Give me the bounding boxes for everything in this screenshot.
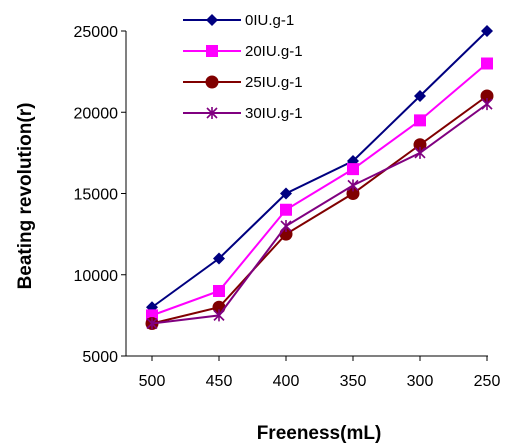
series-line — [151, 103, 488, 325]
x-tick-label: 400 — [273, 373, 300, 390]
legend-label: 20IU.g-1 — [245, 43, 303, 60]
data-point — [280, 187, 292, 200]
legend: 0IU.g-1 20IU.g-1 25IU.g-1 30IU.g-1 — [183, 12, 303, 122]
y-axis-title: Beating revolution(r) — [15, 103, 36, 290]
x-tick-label: 350 — [340, 373, 367, 390]
legend-marker — [206, 14, 218, 26]
data-point — [414, 90, 426, 102]
y-tick-label: 20000 — [74, 105, 119, 122]
legend-label: 0IU.g-1 — [245, 12, 294, 29]
data-point — [346, 187, 360, 200]
data-point — [213, 285, 225, 297]
series-line — [151, 30, 488, 309]
legend-marker — [206, 45, 218, 57]
y-tick-label: 15000 — [74, 187, 119, 204]
legend-item: 20IU.g-1 — [183, 43, 303, 60]
series-group — [145, 25, 494, 330]
legend-marker — [206, 107, 218, 119]
legend-marker — [205, 75, 219, 89]
series-2 — [146, 57, 493, 322]
series-4 — [146, 98, 493, 330]
x-axis-title: Freeness(mL) — [257, 423, 382, 444]
series-1 — [146, 25, 493, 314]
y-tick-label: 10000 — [74, 268, 119, 285]
data-point — [481, 57, 493, 70]
y-axis-ticks: 5000 10000 15000 20000 25000 — [74, 24, 126, 366]
data-point — [347, 163, 359, 176]
legend-label: 30IU.g-1 — [245, 105, 303, 122]
data-point — [347, 179, 359, 192]
x-tick-label: 500 — [139, 373, 166, 390]
x-axis-ticks: 500 450 400 350 300 250 — [139, 356, 501, 390]
data-point — [481, 98, 493, 111]
data-point — [480, 89, 494, 103]
data-point — [413, 138, 427, 152]
data-point — [280, 220, 292, 232]
series-line — [151, 62, 488, 317]
legend-item: 25IU.g-1 — [183, 74, 303, 91]
y-tick-label: 5000 — [82, 349, 118, 366]
x-tick-label: 300 — [407, 373, 434, 390]
legend-item: 30IU.g-1 — [183, 105, 303, 122]
data-point — [213, 309, 225, 322]
data-point — [213, 252, 225, 265]
data-point — [414, 146, 426, 159]
legend-label: 25IU.g-1 — [245, 74, 303, 91]
y-tick-label: 25000 — [74, 24, 119, 41]
data-point — [414, 114, 426, 127]
series-line — [151, 95, 488, 325]
x-tick-label: 450 — [206, 373, 233, 390]
data-point — [481, 25, 493, 37]
axes — [125, 31, 488, 357]
data-point — [280, 203, 292, 216]
x-tick-label: 250 — [474, 373, 501, 390]
legend-item: 0IU.g-1 — [183, 12, 294, 29]
data-point — [146, 317, 158, 330]
series-3 — [145, 89, 494, 330]
